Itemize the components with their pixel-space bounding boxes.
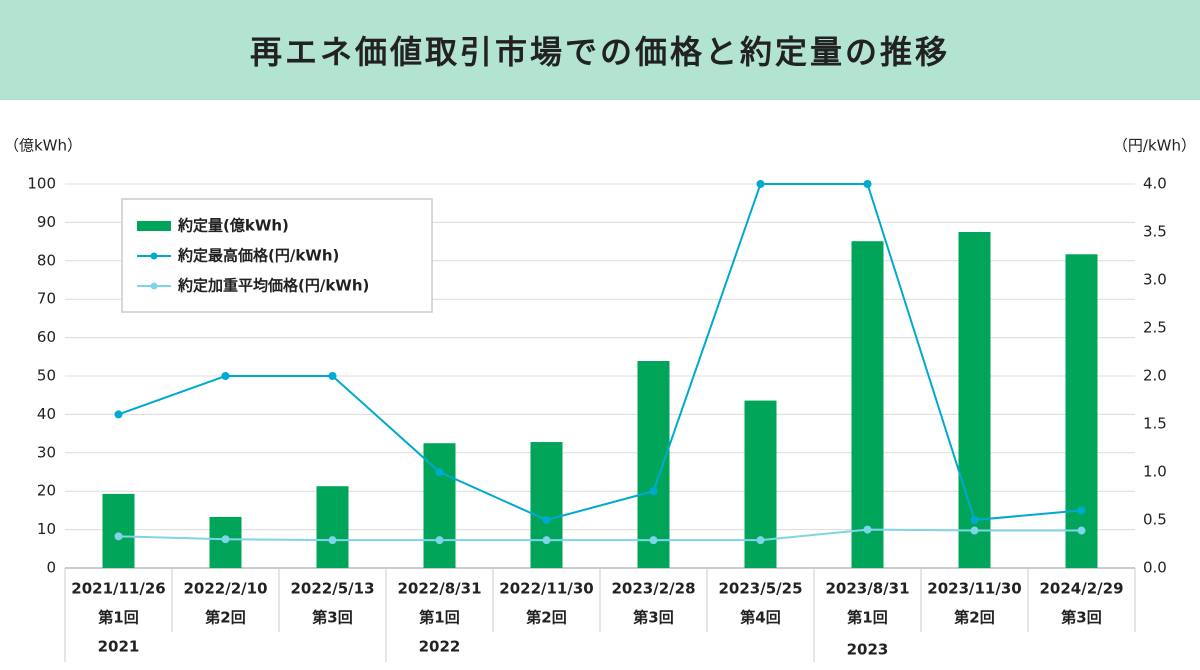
x-tick-label: 2024/2/29 — [1039, 580, 1123, 598]
point — [756, 180, 765, 188]
x-tick-label: 2023/2/28 — [611, 580, 695, 598]
point — [1077, 526, 1086, 535]
point — [114, 532, 123, 541]
point — [542, 536, 551, 545]
bar — [851, 241, 884, 568]
year-label: 2023 — [847, 641, 889, 659]
round-label: 第1回 — [419, 609, 459, 627]
round-label: 第3回 — [312, 609, 352, 627]
y2-tick-label: 0.0 — [1143, 559, 1167, 577]
x-tick-label: 2023/11/30 — [927, 580, 1021, 598]
legend-box — [121, 198, 433, 313]
y2-axis-label: （円/kWh） — [1113, 137, 1196, 155]
legend-label: 約定量(億kWh) — [177, 217, 289, 235]
y-tick-label: 80 — [37, 251, 56, 269]
y2-tick-label: 0.5 — [1143, 511, 1167, 529]
x-tick-label: 2023/5/25 — [718, 580, 802, 598]
y-tick-label: 10 — [37, 520, 56, 538]
y-tick-label: 70 — [37, 290, 56, 308]
legend-swatch — [137, 221, 171, 231]
y-tick-label: 20 — [37, 482, 56, 500]
round-label: 第3回 — [1061, 609, 1101, 627]
x-tick-label: 2023/8/31 — [825, 580, 909, 598]
legend-label: 約定最高価格(円/kWh) — [177, 247, 339, 265]
x-tick-label: 2022/2/10 — [183, 580, 267, 598]
round-label: 第4回 — [740, 609, 780, 627]
y-tick-label: 30 — [37, 443, 56, 461]
bar — [316, 486, 349, 568]
bar — [530, 442, 563, 568]
y-tick-label: 40 — [37, 405, 56, 423]
y2-tick-label: 1.0 — [1143, 463, 1167, 481]
round-label: 第3回 — [633, 609, 673, 627]
point — [756, 536, 765, 545]
x-tick-label: 2022/5/13 — [290, 580, 374, 598]
point — [328, 372, 337, 380]
point — [970, 526, 979, 535]
y-tick-label: 0 — [46, 559, 56, 577]
round-label: 第1回 — [98, 609, 138, 627]
bar — [1065, 254, 1098, 568]
point — [114, 410, 123, 419]
round-label: 第1回 — [847, 609, 887, 627]
line — [118, 528, 1082, 542]
year-label: 2021 — [98, 638, 140, 656]
point — [1077, 506, 1086, 515]
y-tick-label: 90 — [37, 213, 56, 231]
y2-tick-label: 3.0 — [1143, 271, 1167, 289]
point — [221, 535, 230, 544]
legend-swatch — [150, 282, 158, 290]
y2-tick-label: 1.5 — [1143, 415, 1167, 433]
point — [542, 516, 551, 524]
y-tick-label: 50 — [37, 367, 56, 385]
x-tick-label: 2022/11/30 — [499, 580, 593, 598]
legend-label: 約定加重平均価格(円/kWh) — [177, 277, 369, 295]
point — [221, 372, 230, 380]
round-label: 第2回 — [526, 609, 566, 627]
point — [863, 180, 872, 188]
y2-tick-label: 3.5 — [1143, 223, 1167, 241]
y-tick-label: 60 — [37, 328, 56, 346]
chart-title: 再エネ価値取引市場での価格と約定量の推移 — [0, 0, 1200, 100]
point — [435, 536, 444, 545]
round-label: 第2回 — [954, 609, 994, 627]
y2-tick-label: 2.0 — [1143, 367, 1167, 385]
y-axis-label: （億kWh） — [4, 137, 82, 155]
x-tick-label: 2021/11/26 — [71, 580, 165, 598]
bar — [102, 493, 135, 568]
legend-swatch — [150, 252, 158, 260]
point — [435, 468, 444, 476]
bar — [423, 443, 456, 568]
y-tick-label: 100 — [27, 175, 56, 193]
point — [863, 525, 872, 534]
bar — [958, 232, 991, 568]
round-label: 第2回 — [205, 609, 245, 627]
point — [970, 516, 979, 524]
point — [649, 536, 658, 545]
year-label: 2022 — [419, 638, 461, 656]
y2-tick-label: 2.5 — [1143, 319, 1167, 337]
bar — [637, 361, 670, 568]
x-tick-label: 2022/8/31 — [397, 580, 481, 598]
point — [328, 536, 337, 545]
point — [649, 487, 658, 496]
y2-tick-label: 4.0 — [1143, 175, 1167, 193]
line — [118, 183, 1082, 522]
